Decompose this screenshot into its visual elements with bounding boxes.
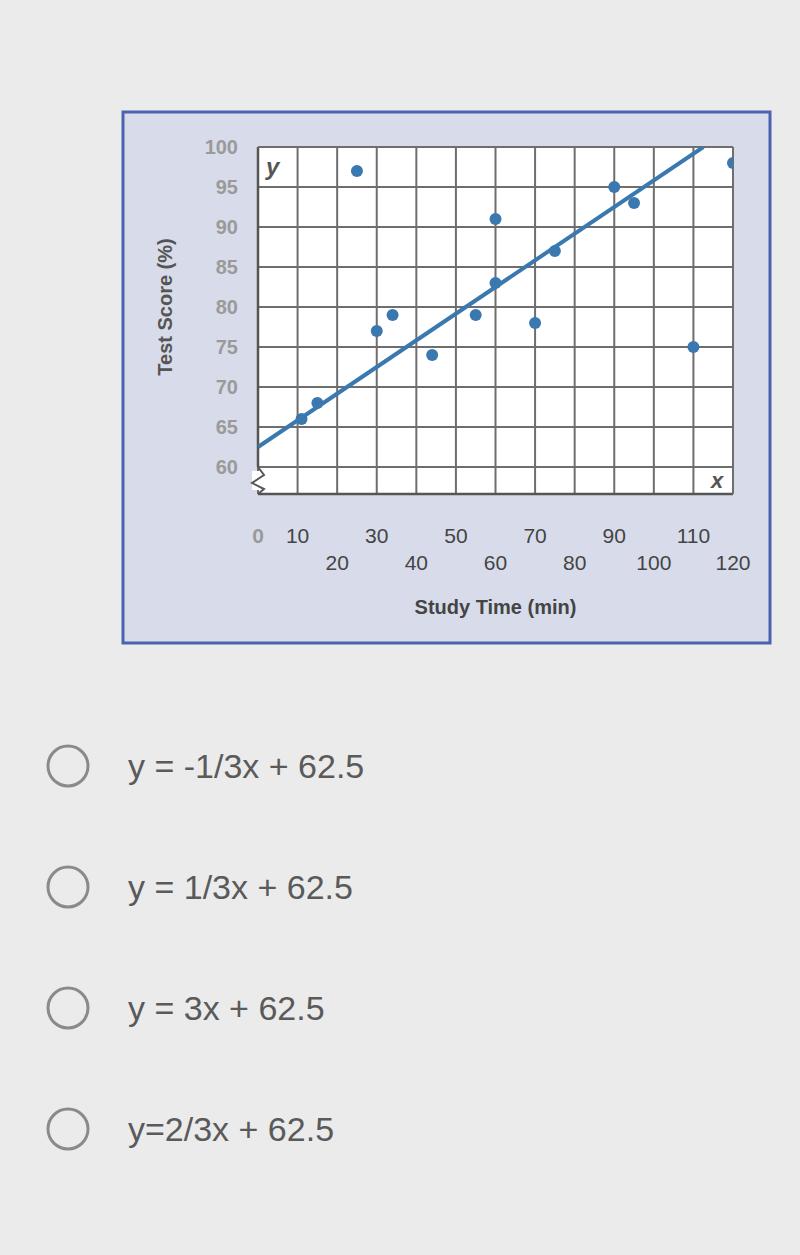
radio-button[interactable] [48, 746, 88, 786]
page-background [0, 0, 800, 1255]
x-tick-label: 10 [286, 524, 309, 547]
scatter-point [371, 325, 383, 337]
grid-line-x [257, 147, 259, 494]
x-tick-label: 80 [563, 551, 586, 574]
grid-line-x [613, 147, 615, 494]
x-tick-label: 30 [365, 524, 388, 547]
grid-line-x [692, 147, 694, 494]
x-axis [258, 493, 733, 496]
scatter-point [490, 213, 502, 225]
choice-text[interactable]: y = 3x + 62.5 [128, 989, 325, 1027]
y-axis [257, 147, 260, 467]
x-tick-label: 90 [603, 524, 626, 547]
x-tick-label: 20 [325, 551, 348, 574]
trend-line [258, 147, 703, 447]
x-tick-label: 70 [523, 524, 546, 547]
x-axis-title: Study Time (min) [415, 596, 577, 618]
x-tick-label: 110 [677, 524, 710, 547]
axis-break [252, 467, 264, 494]
y-axis-title: Test Score (%) [154, 238, 176, 375]
choice-text[interactable]: y = -1/3x + 62.5 [128, 747, 364, 785]
x-axis-letter: x [710, 468, 724, 493]
scatter-point [608, 181, 620, 193]
y-tick-label: 100 [205, 136, 238, 158]
x-tick-label: 60 [484, 551, 507, 574]
x-tick-label: 40 [405, 551, 428, 574]
grid-line-x [653, 147, 655, 494]
y-tick-label: 95 [216, 176, 238, 198]
radio-button[interactable] [48, 988, 88, 1028]
y-tick-label: 65 [216, 416, 238, 438]
radio-button[interactable] [48, 1109, 88, 1149]
grid-line-x [574, 147, 576, 494]
x-tick-label: 0 [252, 524, 264, 547]
y-tick-label: 90 [216, 216, 238, 238]
grid-line-x [297, 147, 299, 494]
plot-area [258, 147, 733, 494]
radio-button[interactable] [48, 867, 88, 907]
scatter-point [470, 309, 482, 321]
scatter-point [529, 317, 541, 329]
y-tick-label: 70 [216, 376, 238, 398]
data-layer [258, 147, 733, 447]
chart-frame [123, 112, 770, 643]
x-tick-label: 100 [636, 551, 671, 574]
grid-line-x [732, 147, 734, 494]
x-tick-label: 120 [715, 551, 750, 574]
y-tick-label: 75 [216, 336, 238, 358]
grid-line-x [415, 147, 417, 494]
grid-line-x [336, 147, 338, 494]
choice-text[interactable]: y = 1/3x + 62.5 [128, 868, 353, 906]
scatter-point [426, 349, 438, 361]
y-tick-label: 80 [216, 296, 238, 318]
choice-text[interactable]: y=2/3x + 62.5 [128, 1110, 334, 1148]
grid-line-x [455, 147, 457, 494]
grid-line-x [376, 147, 378, 494]
plot-frame-top [258, 146, 733, 148]
scatter-point [687, 341, 699, 353]
scatter-point [727, 157, 733, 169]
grid-line-y [258, 146, 733, 148]
y-axis-letter: y [265, 153, 281, 180]
scatter-point [387, 309, 399, 321]
x-tick-label: 50 [444, 524, 467, 547]
y-tick-label: 60 [216, 456, 238, 478]
grid-line-x [495, 147, 497, 494]
y-tick-label: 85 [216, 256, 238, 278]
scatter-point [351, 165, 363, 177]
plot-frame-right [732, 147, 734, 494]
